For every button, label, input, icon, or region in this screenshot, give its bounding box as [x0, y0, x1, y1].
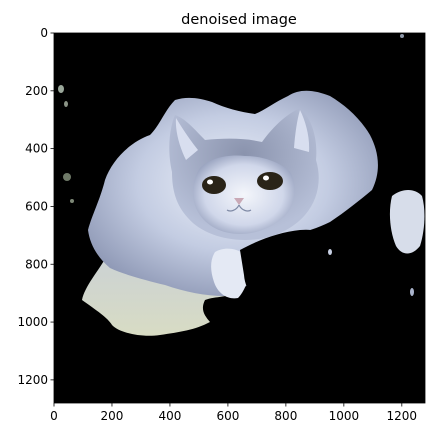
x-tick-label: 200: [101, 409, 124, 423]
ear-right: [294, 110, 310, 152]
speck-left-2: [64, 101, 68, 107]
y-axis: 0 200 400 600 800 1000 1200: [17, 26, 54, 387]
y-tick-label: 1200: [17, 373, 48, 387]
ear-left: [175, 118, 198, 160]
speck-right-2: [410, 288, 414, 296]
x-tick-label: 0: [50, 409, 58, 423]
dark-patch: [240, 229, 342, 302]
kitten-paw: [211, 248, 250, 299]
eye-right: [257, 172, 283, 190]
x-axis: 0 200 400 600 800 1000 1200: [50, 403, 417, 423]
y-tick-label: 400: [25, 142, 48, 156]
eye-left: [202, 176, 226, 194]
x-tick-label: 400: [158, 409, 181, 423]
speck-left-3: [63, 173, 71, 181]
x-tick-label: 800: [274, 409, 297, 423]
eye-right-highlight: [263, 175, 269, 181]
y-tick-label: 0: [40, 26, 48, 40]
speck-left-4: [70, 199, 74, 203]
speck-left-1: [58, 85, 64, 93]
eye-left-highlight: [207, 179, 213, 185]
chart-title: denoised image: [181, 12, 297, 28]
y-tick-label: 600: [25, 199, 48, 213]
kitten-nose: [234, 198, 244, 205]
kitten-mouth: [226, 204, 252, 212]
image-panel: [53, 32, 426, 404]
axes-frame: [53, 32, 426, 404]
kitten-image: [58, 34, 425, 336]
x-tick-label: 600: [216, 409, 239, 423]
fur-right-edge: [389, 190, 425, 254]
x-tick-label: 1000: [329, 409, 360, 423]
y-tick-label: 200: [25, 84, 48, 98]
speck-right-1: [328, 249, 332, 255]
y-tick-label: 800: [25, 257, 48, 271]
x-tick-label: 1200: [387, 409, 418, 423]
y-tick-label: 1000: [17, 315, 48, 329]
speck-top-right: [400, 34, 404, 38]
